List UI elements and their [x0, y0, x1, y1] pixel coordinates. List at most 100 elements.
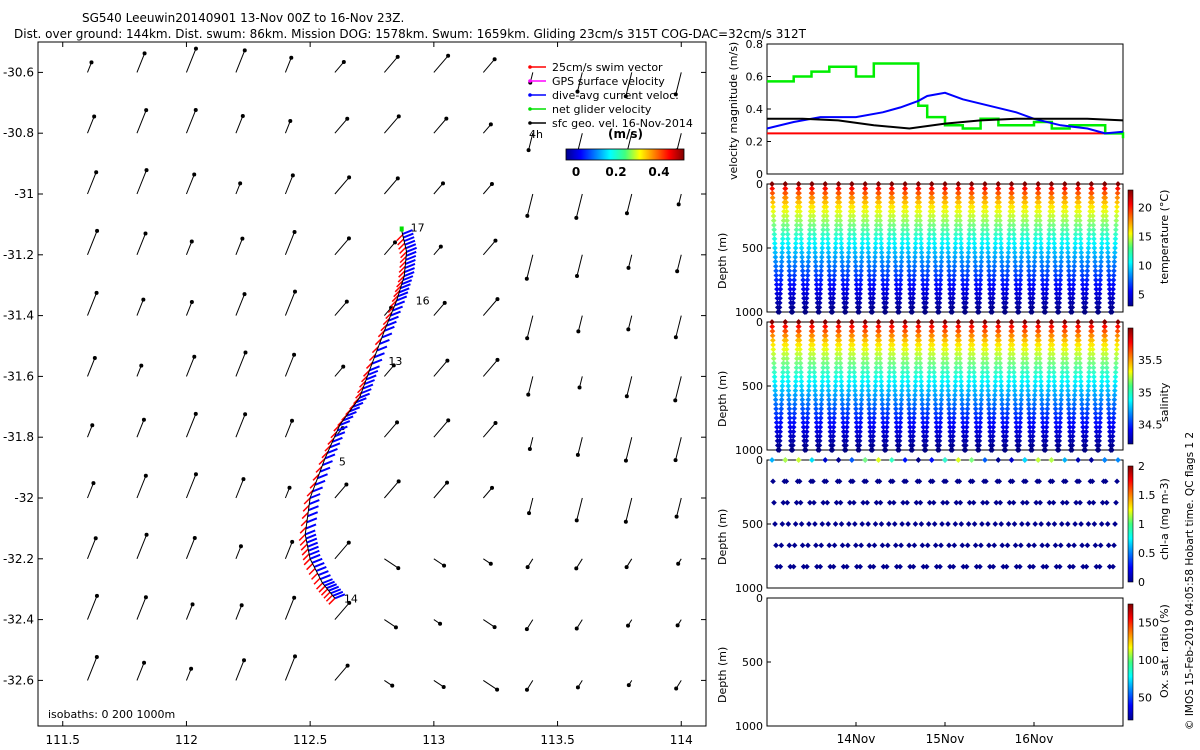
profile-point	[972, 268, 979, 274]
profile-point	[784, 226, 791, 233]
velocity-panel: 00.20.40.60.8 velocity magnitude (m/s)	[727, 38, 1125, 181]
swim-vector	[377, 330, 385, 338]
profile-point	[859, 240, 866, 247]
profile-point	[844, 277, 851, 283]
profile-point	[832, 254, 838, 260]
profile-point	[897, 286, 903, 292]
profile-point	[913, 360, 920, 366]
current-vector-head	[190, 602, 195, 607]
profile-point	[917, 364, 924, 371]
current-vector	[235, 238, 243, 255]
profile-point	[1036, 204, 1043, 210]
profile-point	[886, 240, 892, 247]
profile-point	[798, 383, 805, 389]
dive-avg-current-vector	[317, 473, 328, 480]
profile-point	[774, 290, 780, 297]
profile-point	[1022, 190, 1029, 196]
profile-point	[797, 213, 803, 219]
profile-point	[1063, 213, 1070, 219]
profile-point	[1019, 378, 1025, 385]
profile-point	[836, 328, 842, 334]
profile-point	[990, 424, 997, 430]
dive-avg-current-vector	[374, 352, 385, 359]
profile-point	[1026, 410, 1032, 417]
profile-point	[944, 360, 950, 366]
profile-point	[845, 254, 852, 260]
profile-point	[825, 378, 831, 385]
profile-point	[937, 410, 944, 417]
profile-point	[852, 392, 859, 398]
profile-point	[1029, 295, 1036, 302]
profile-point	[916, 346, 923, 353]
profile-point	[1009, 332, 1016, 339]
current-vector-head	[189, 666, 194, 671]
profile-point	[995, 323, 1002, 330]
profile-point	[871, 268, 878, 274]
profile-point	[1024, 240, 1031, 247]
dive-avg-current-vector	[312, 486, 323, 493]
profile-point	[856, 295, 863, 302]
profile-point	[900, 222, 906, 228]
profile-point	[1050, 222, 1057, 228]
profile-point	[983, 346, 990, 353]
depth-ylabel: Depth (m)	[716, 647, 729, 703]
profile-point	[977, 281, 984, 288]
current-vector-head	[396, 479, 401, 484]
profile-point	[928, 319, 935, 325]
current-vector	[433, 55, 449, 73]
profile-point	[1013, 424, 1020, 430]
profile-point	[836, 208, 843, 215]
profile-point	[811, 231, 818, 238]
profile-point	[769, 332, 776, 339]
profile-point	[817, 415, 824, 421]
profile-point	[771, 378, 778, 385]
profile-point	[876, 204, 883, 210]
current-vector-head	[575, 273, 580, 278]
profile-point	[886, 226, 893, 233]
profile-point	[817, 295, 823, 302]
profile-point	[1009, 342, 1016, 348]
profile-point	[836, 342, 843, 348]
profile-point	[927, 213, 934, 219]
profile-point	[906, 419, 913, 426]
profile-point	[805, 396, 812, 403]
profile-point	[1061, 181, 1068, 187]
profile-point	[1008, 181, 1015, 187]
profile-point	[876, 337, 883, 344]
profile-point	[838, 383, 845, 389]
swim-vector	[302, 504, 310, 512]
profile-point	[806, 364, 813, 371]
profile-point	[1090, 213, 1096, 219]
dive-avg-current-vector	[376, 345, 388, 352]
profile-point	[810, 213, 817, 219]
profile-point	[780, 364, 786, 371]
profile-point	[850, 222, 857, 228]
profile-point	[897, 272, 904, 279]
current-vector	[674, 376, 682, 401]
profile-point	[1105, 263, 1112, 270]
velocity-ylabel: velocity magnitude (m/s)	[727, 42, 740, 180]
profile-point	[797, 360, 804, 366]
current-vector-head	[345, 116, 350, 121]
profile-point	[1110, 290, 1116, 297]
profile-point	[837, 217, 844, 224]
profile-point	[919, 263, 926, 270]
current-vector-head	[492, 57, 497, 62]
current-vector-head	[144, 168, 149, 173]
dive-avg-current-vector	[371, 358, 383, 365]
profile-point	[947, 424, 953, 430]
profile-point	[973, 428, 980, 435]
profile-point	[867, 281, 873, 288]
profile-point	[967, 213, 973, 219]
profile-point	[955, 190, 962, 196]
profile-point	[1091, 236, 1097, 242]
profile-point	[1092, 263, 1099, 270]
swim-vector	[309, 481, 317, 489]
profile-point	[1009, 346, 1016, 353]
profile-point	[867, 424, 873, 430]
profile-point	[971, 249, 978, 256]
profile-point	[931, 226, 937, 233]
profile-point	[1003, 424, 1010, 430]
profile-point	[980, 355, 987, 362]
profile-point	[773, 277, 780, 283]
